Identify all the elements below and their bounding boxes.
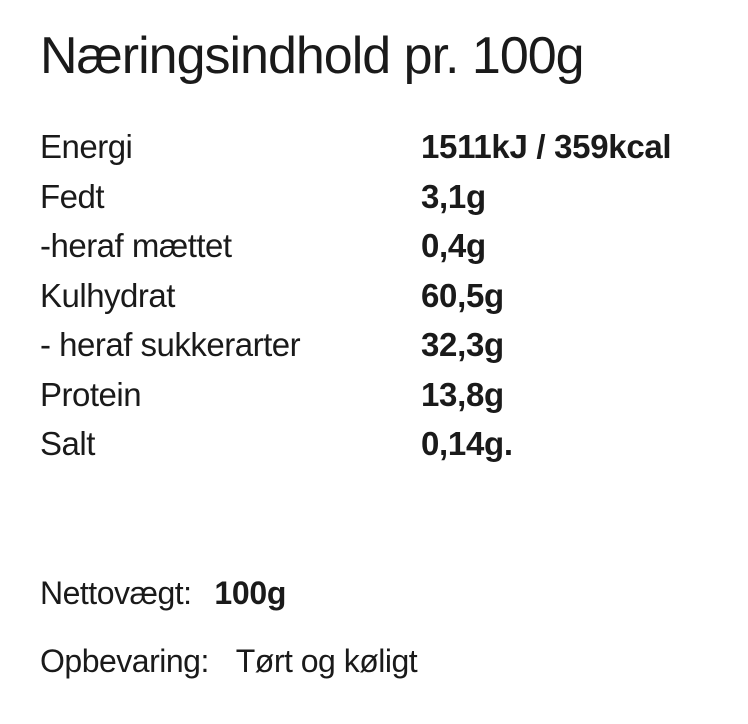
table-row: - heraf sukkerarter 32,3g [40,320,708,370]
nutrient-value-salt: 0,14g. [421,425,513,463]
table-row: -heraf mættet 0,4g [40,221,708,271]
nutrient-label-sugars: - heraf sukkerarter [40,326,301,364]
storage-label: Opbevaring: [40,642,209,679]
net-weight-row: Nettovægt: 100g [40,573,708,613]
nutrient-value-energy: 1511kJ / 359kcal [421,128,672,166]
nutrient-value-carbohydrate: 60,5g [421,276,504,314]
net-weight-label: Nettovægt: [40,574,192,611]
nutrient-label-carbohydrate: Kulhydrat [40,276,175,314]
storage-value: Tørt og køligt [235,642,418,679]
nutrient-label-fat: Fedt [40,177,105,215]
nutrient-value-fat: 3,1g [421,177,486,215]
table-row: Fedt 3,1g [40,172,708,222]
nutrient-label-salt: Salt [40,425,95,463]
nutrition-table: Energi 1511kJ / 359kcal Fedt 3,1g -heraf… [40,122,708,469]
net-weight-value: 100g [214,574,287,611]
table-row: Energi 1511kJ / 359kcal [40,122,708,172]
nutrient-value-sugars: 32,3g [421,326,504,364]
nutrient-label-saturated-fat: -heraf mættet [40,227,232,265]
nutrient-label-energy: Energi [40,128,133,166]
page-title: Næringsindhold pr. 100g [40,27,585,85]
nutrient-label-protein: Protein [40,375,142,413]
nutrient-value-saturated-fat: 0,4g [421,227,486,265]
table-row: Protein 13,8g [40,370,708,420]
storage-row: Opbevaring: Tørt og køligt [40,641,708,681]
table-row: Salt 0,14g. [40,419,708,469]
nutrient-value-protein: 13,8g [421,375,504,413]
table-row: Kulhydrat 60,5g [40,271,708,321]
